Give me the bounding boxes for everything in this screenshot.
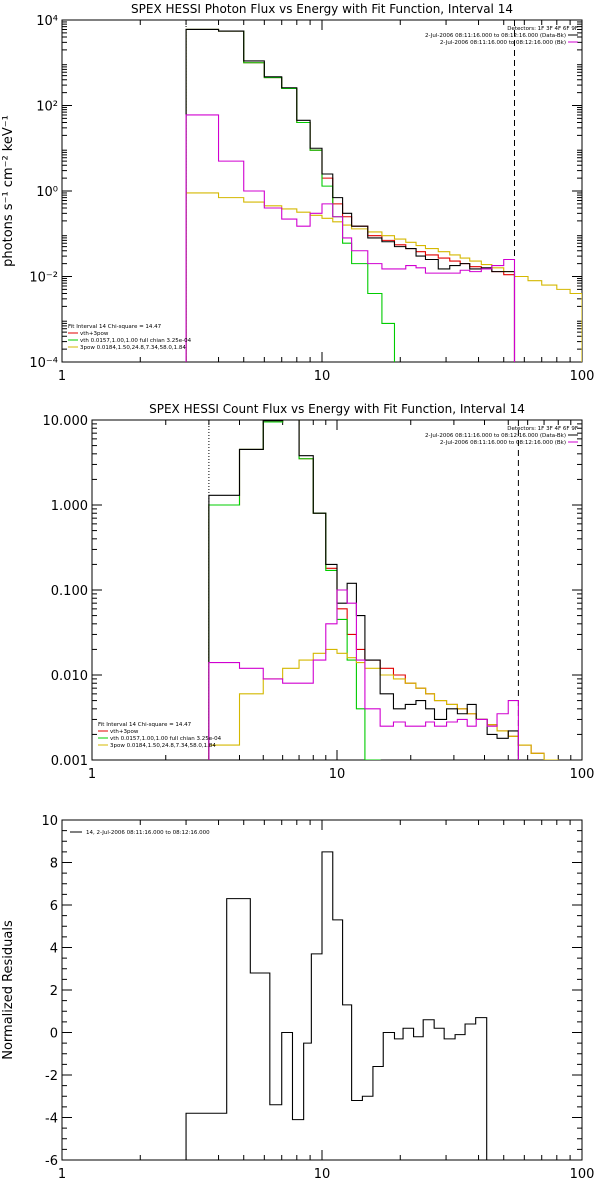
- legend-top: Detectors: 1F 3F 4F 6F 9F2-Jul-2006 08:1…: [425, 426, 578, 446]
- legend-entry: vth+3pow: [110, 729, 139, 735]
- y-tick-label: 0.100: [51, 584, 88, 599]
- chart-3: Normalized Residuals 1 10 100 -6 -4 -2 0 2 4 6 8 10 1…: [1, 814, 594, 1182]
- series-3pow: [208, 648, 559, 760]
- plot-area: [185, 20, 582, 362]
- legend-header: Detectors: 1F 3F 4F 6F 9F: [507, 26, 578, 32]
- legend-entry: 14, 2-Jul-2006 08:11:16.000 to 08:12:16.…: [86, 830, 210, 836]
- y-tick-label: 10⁰: [36, 185, 58, 200]
- y-tick-label: 10⁻²: [29, 271, 58, 286]
- y-tick-label: 10⁴: [36, 14, 58, 29]
- legend-bottom: Fit Interval 14 Chi-square = 14.47vth+3p…: [98, 722, 222, 749]
- series-data-bk: [185, 28, 516, 362]
- series-vth: [185, 28, 396, 362]
- y-tick-label: 10²: [36, 100, 58, 115]
- legend-entry: vth+3pow: [80, 331, 109, 337]
- y-axis-label: Normalized Residuals: [1, 920, 16, 1060]
- series-14: [185, 851, 488, 1160]
- y-tick-label: 10: [41, 814, 58, 829]
- series-data-bk: [208, 420, 519, 760]
- y-tick-label: 6: [50, 899, 58, 914]
- y-tick-label: 4: [50, 942, 58, 957]
- series-vth: [208, 420, 381, 760]
- legend-entry: 3pow 0.0184,1.50,24.8,7.34,58.0,1.84: [110, 743, 216, 749]
- legend-entry: 3pow 0.0184,1.50,24.8,7.34,58.0,1.84: [80, 345, 186, 351]
- plot-area: [208, 420, 559, 760]
- plot-frame: [61, 19, 583, 363]
- legend-entry: 2-Jul-2006 08:11:16.000 to 08:12:16.000 …: [440, 40, 566, 46]
- y-axis-label: photons s⁻¹ cm⁻² keV⁻¹: [1, 115, 16, 267]
- chart-1: SPEX HESSI Photon Flux vs Energy with Fi…: [1, 2, 594, 384]
- legend-header: Fit Interval 14 Chi-square = 14.47: [98, 722, 192, 728]
- series-bk: [208, 589, 519, 760]
- legend-top: 14, 2-Jul-2006 08:11:16.000 to 08:12:16.…: [70, 830, 210, 836]
- y-tick-label: 0: [50, 1027, 58, 1042]
- x-tick-label: 100: [570, 369, 595, 384]
- legend-entry: vth 0.0157,1.00,1.00 full chian 3.25e-04: [110, 736, 222, 742]
- y-tick-label: 10.000: [43, 414, 89, 429]
- y-tick-label: 10⁻⁴: [29, 356, 58, 371]
- x-tick-label: 100: [570, 767, 595, 782]
- x-tick-label: 10: [314, 369, 331, 384]
- chart-title: SPEX HESSI Photon Flux vs Energy with Fi…: [131, 2, 513, 16]
- y-tick-label: 8: [50, 857, 58, 872]
- legend-entry: 2-Jul-2006 08:11:16.000 to 08:12:16.000 …: [425, 33, 566, 39]
- legend-entry: 2-Jul-2006 08:11:16.000 to 08:12:16.000 …: [440, 440, 566, 446]
- y-tick-label: -2: [45, 1069, 58, 1084]
- plot-area: [185, 851, 488, 1160]
- x-tick-label: 1: [58, 369, 66, 384]
- legend-header: Fit Interval 14 Chi-square = 14.47: [68, 324, 162, 330]
- legend-bottom: Fit Interval 14 Chi-square = 14.47vth+3p…: [68, 324, 192, 351]
- x-tick-label: 10: [329, 767, 346, 782]
- y-tick-label: -4: [45, 1112, 58, 1127]
- series-vth-3pow: [208, 420, 559, 760]
- legend-top: Detectors: 1F 3F 4F 6F 9F2-Jul-2006 08:1…: [425, 26, 578, 46]
- chart-2: SPEX HESSI Count Flux vs Energy with Fit…: [43, 402, 595, 782]
- y-tick-label: -6: [45, 1154, 58, 1169]
- y-tick-label: 0.010: [51, 669, 88, 684]
- series-bk: [185, 114, 516, 362]
- x-tick-label: 1: [88, 767, 96, 782]
- y-tick-label: 0.001: [51, 754, 88, 769]
- legend-entry: 2-Jul-2006 08:11:16.000 to 08:12:16.000 …: [425, 433, 566, 439]
- series-3pow: [185, 192, 582, 362]
- legend-entry: vth 0.0157,1.00,1.00 full chian 3.25e-04: [80, 338, 192, 344]
- y-tick-label: 1.000: [51, 499, 88, 514]
- series-vth-3pow: [185, 28, 516, 362]
- y-tick-label: 2: [50, 984, 58, 999]
- x-tick-label: 100: [570, 1167, 595, 1182]
- legend-header: Detectors: 1F 3F 4F 6F 9F: [507, 426, 578, 432]
- x-tick-label: 10: [314, 1167, 331, 1182]
- x-tick-label: 1: [58, 1167, 66, 1182]
- chart-title: SPEX HESSI Count Flux vs Energy with Fit…: [149, 402, 525, 416]
